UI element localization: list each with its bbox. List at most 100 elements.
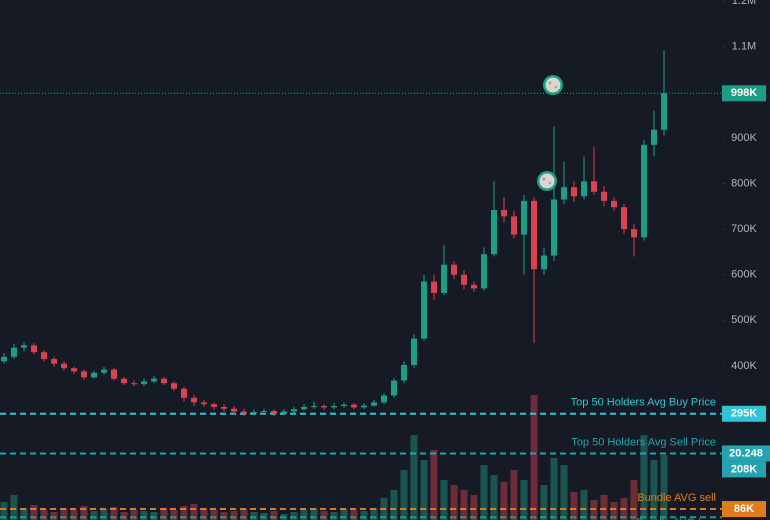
candle-body [411,338,417,365]
y-tick-label: 600K [731,269,757,281]
volume-bar [10,495,18,520]
volume-bar [70,510,78,520]
price-line-label: Top 50 Holders Avg Sell Price [571,436,716,448]
volume-bar [610,502,618,520]
candle-body [261,411,267,413]
candle-body [151,378,157,382]
candle-body [391,380,397,396]
candle-body [561,187,567,200]
candle-body [491,209,497,255]
volume-bar [470,495,478,520]
volume-bar [580,490,588,520]
candle-body [211,404,217,407]
candle-body [91,372,97,378]
volume-bar [160,508,168,520]
volume-bar [110,507,118,520]
candle-body [281,411,287,414]
candle-body [11,347,17,357]
candle-body [1,356,7,362]
y-tick-label: 400K [731,360,757,372]
candle-body [351,404,357,408]
candle-body [271,411,277,414]
price-line-label: Bundle AVG buy [636,517,716,520]
candle-body [611,200,617,208]
volume-bar [80,506,88,520]
volume-bar [350,510,358,520]
volume-bar [290,512,298,520]
candle-body [601,191,607,201]
candle-body [41,352,47,360]
volume-bar [410,435,418,520]
volume-bar [330,512,338,520]
candle-body [631,229,637,238]
volume-bar [300,510,308,520]
volume-bar [100,509,108,520]
candle-body [191,397,197,403]
candle-body [81,371,87,378]
volume-bar [520,480,528,520]
volume-bar [370,508,378,520]
volume-bar [500,482,508,520]
volume-bar [420,460,428,520]
volume-bar [120,512,128,520]
volume-bar [140,511,148,520]
candle-body [571,187,577,197]
volume-bar [450,485,458,520]
volume-bar [230,511,238,520]
volume-bar [320,511,328,520]
candle-body [541,255,547,270]
candle-body [501,209,507,217]
price-tag-label: 86K [734,503,754,515]
candle-layer [1,50,667,417]
candle-body [421,281,427,339]
y-tick-label: 1.2M [732,0,756,7]
volume-bar [40,510,48,520]
price-tag-label: 208K [731,463,757,475]
volume-bar [360,511,368,520]
candle-body [101,369,107,373]
candle-body [651,129,657,145]
volume-bar [600,495,608,520]
price-lines: Top 50 Holders Avg Buy Price Top 50 Holde… [0,92,722,520]
candle-body [451,264,457,275]
candle-body [521,200,527,235]
volume-bar [540,485,548,520]
volume-bar [130,510,138,520]
candle-body [401,364,407,381]
volume-bar [270,511,278,520]
volume-bar [660,455,668,520]
candle-body [251,411,257,414]
moon-icon [537,171,557,191]
candle-body [161,378,167,384]
candle-body [311,406,317,408]
candle-body [531,200,537,270]
candle-body [121,378,127,384]
volume-bar [440,480,448,520]
price-line-label: Bundle AVG sell [637,492,716,504]
candle-body [241,411,247,414]
moon-icon [543,75,563,95]
candle-body [21,345,27,348]
candle-body [181,388,187,398]
volume-bar [190,504,198,520]
price-tag [722,405,766,422]
volume-bar [430,450,438,520]
volume-bar [60,508,68,520]
candle-body [431,281,437,293]
volume-bar [200,508,208,520]
candle-body [511,216,517,235]
candle-body [441,264,447,293]
candle-body [661,93,667,130]
volume-bar [180,506,188,520]
candle-body [461,274,467,285]
candle-body [381,395,387,403]
candle-body [361,405,367,408]
volume-bar [650,460,658,520]
candle-body [551,199,557,256]
volume-bar [400,470,408,520]
candle-body [141,381,147,385]
volume-bar [390,490,398,520]
